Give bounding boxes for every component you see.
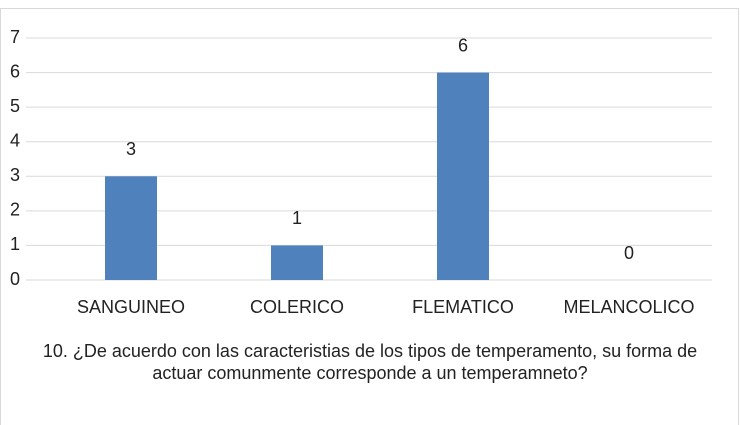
y-tick-label: 4 — [10, 130, 20, 150]
y-tick-label: 6 — [10, 61, 20, 81]
y-tick-label: 3 — [10, 165, 20, 185]
y-tick-label: 7 — [10, 27, 20, 47]
y-tick-label: 5 — [10, 96, 20, 116]
chart-border — [0, 8, 739, 425]
x-tick-label: COLERICO — [250, 297, 344, 317]
x-tick-label: FLEMATICO — [412, 297, 514, 317]
bar — [105, 176, 157, 280]
bar — [437, 72, 489, 280]
data-label: 3 — [126, 139, 136, 159]
y-tick-label: 2 — [10, 200, 20, 220]
chart-title: 10. ¿De acuerdo con las caracteristias d… — [42, 341, 698, 383]
y-tick-label: 1 — [10, 234, 20, 254]
x-tick-label: SANGUINEO — [77, 297, 185, 317]
x-tick-label: MELANCOLICO — [563, 297, 694, 317]
data-label: 0 — [624, 243, 634, 263]
bar — [271, 245, 323, 280]
data-label: 1 — [292, 208, 302, 228]
data-label: 6 — [458, 35, 468, 55]
y-tick-label: 0 — [10, 269, 20, 289]
